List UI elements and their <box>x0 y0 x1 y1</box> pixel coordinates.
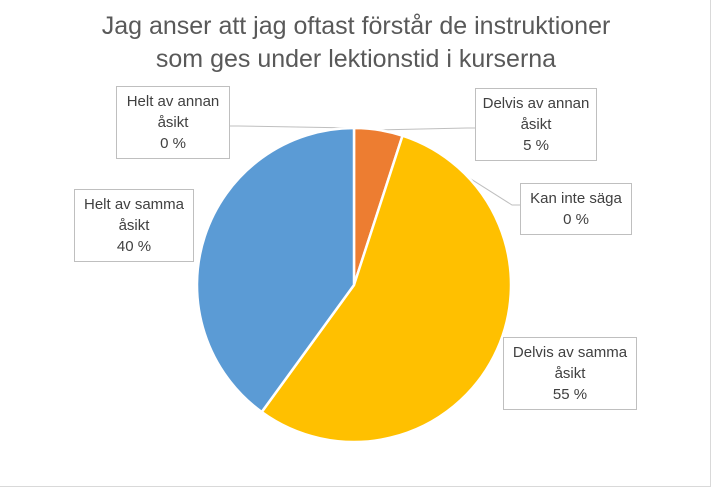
data-label-value: 0 % <box>160 135 186 152</box>
pie-slices <box>195 126 513 444</box>
data-label-text: åsikt <box>520 116 552 133</box>
data-label-kan-inte-saga: Kan inte säga 0 % <box>520 183 632 235</box>
data-label-text: Helt av samma <box>83 196 185 213</box>
data-label-helt-av-annan: Helt av annan åsikt 0 % <box>116 86 230 159</box>
chart-title-line-2: som ges under lektionstid i kurserna <box>155 45 557 73</box>
pie-slice-delvis-av-samma-asikt <box>260 134 513 444</box>
pie-slice-helt-av-samma-asikt <box>195 126 356 414</box>
leader-line-helt-av-annan-asikt <box>230 125 355 129</box>
data-label-text: åsikt <box>118 217 150 234</box>
data-label-text: Delvis av samma <box>512 344 628 361</box>
data-label-text: Kan inte säga <box>530 190 622 207</box>
data-label-value: 40 % <box>116 238 152 255</box>
data-label-helt-av-samma: Helt av samma åsikt 40 % <box>74 189 194 262</box>
data-label-delvis-av-samma: Delvis av samma åsikt 55 % <box>503 337 637 410</box>
data-label-text: åsikt <box>157 114 189 131</box>
data-label-delvis-av-annan: Delvis av annan åsikt 5 % <box>475 88 597 161</box>
data-label-text: Delvis av annan <box>482 95 590 112</box>
data-label-value: 5 % <box>523 137 549 154</box>
data-label-text: Helt av annan <box>126 93 220 110</box>
data-label-text: åsikt <box>554 365 586 382</box>
data-label-value: 55 % <box>552 386 588 403</box>
chart-title-line-1: Jag anser att jag oftast förstår de inst… <box>101 12 611 40</box>
leader-line-delvis-av-annan-asikt <box>378 127 475 131</box>
data-label-value: 0 % <box>563 211 589 228</box>
chart-title: Jag anser att jag oftast förstår de inst… <box>0 10 712 76</box>
